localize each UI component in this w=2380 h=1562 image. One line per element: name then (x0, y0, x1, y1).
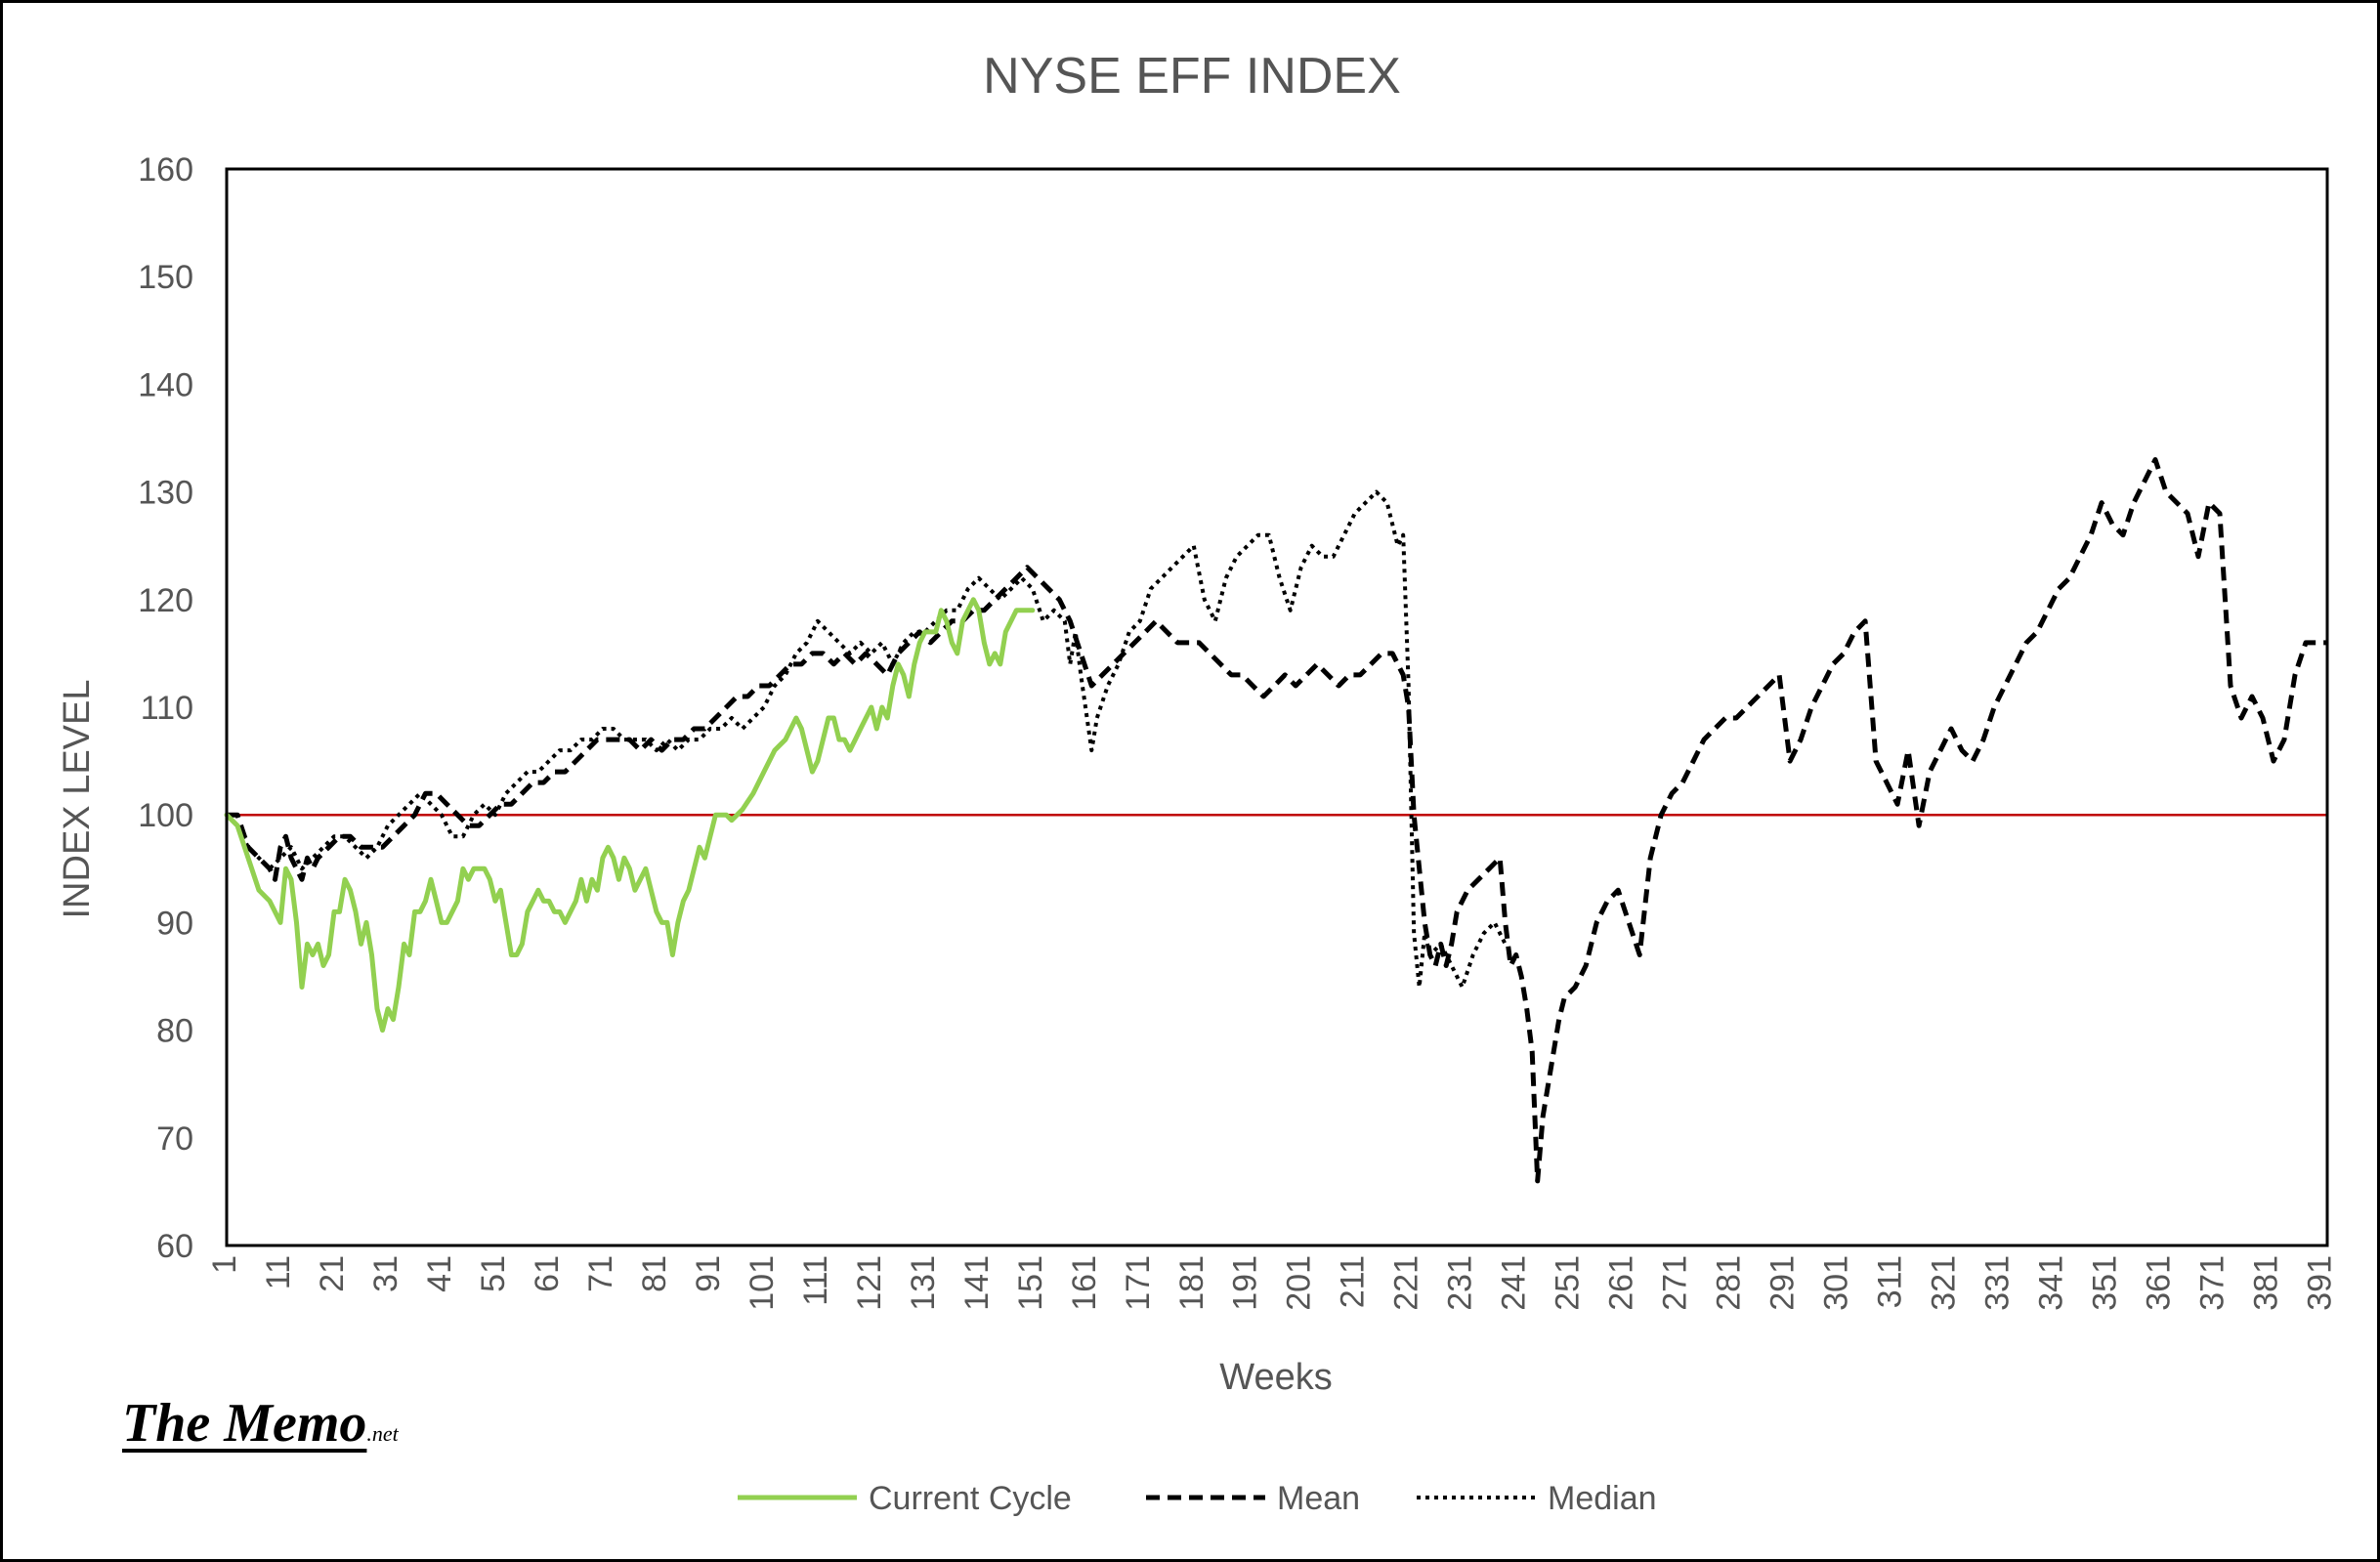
y-tick-label: 100 (138, 797, 193, 834)
x-tick-label: 71 (582, 1255, 619, 1292)
x-tick-label: 31 (367, 1255, 404, 1292)
x-tick-label: 111 (797, 1255, 834, 1306)
x-tick-label: 241 (1496, 1255, 1533, 1311)
y-tick-label: 90 (156, 905, 193, 942)
x-tick-label: 361 (2141, 1255, 2178, 1311)
y-tick-label: 60 (156, 1228, 193, 1265)
legend-label: Mean (1277, 1480, 1360, 1517)
brand-name: The Memo (122, 1393, 367, 1454)
y-axis-title: INDEX LEVEL (57, 680, 98, 919)
x-tick-label: 131 (905, 1255, 942, 1311)
series-line-mean (227, 457, 2327, 1184)
legend-label: Current Cycle (869, 1480, 1072, 1517)
chart: NYSE EFF INDEX 6070809010011012013014015… (57, 48, 2339, 1517)
x-axis: 1 11 21 31 41 51 61 71 81 91 101 111 121 131 141 151 161… (206, 1255, 2339, 1311)
legend-label: Median (1548, 1480, 1657, 1517)
x-axis-title: Weeks (1219, 1357, 1332, 1398)
legend: Current Cycle Mean Median (738, 1480, 1657, 1517)
x-tick-label: 341 (2033, 1255, 2070, 1311)
x-tick-label: 151 (1012, 1255, 1049, 1311)
x-tick-label: 301 (1818, 1255, 1855, 1311)
x-tick-label: 1 (206, 1255, 243, 1274)
x-tick-label: 161 (1066, 1255, 1103, 1311)
y-tick-label: 160 (138, 151, 193, 189)
x-tick-label: 381 (2247, 1255, 2284, 1311)
x-tick-label: 171 (1120, 1255, 1157, 1311)
x-tick-label: 41 (421, 1255, 458, 1292)
y-tick-label: 140 (138, 366, 193, 403)
y-tick-label: 130 (138, 475, 193, 512)
brand-suffix: .net (366, 1421, 399, 1446)
x-tick-label: 141 (958, 1255, 996, 1311)
x-tick-label: 261 (1603, 1255, 1640, 1311)
x-tick-label: 121 (851, 1255, 888, 1311)
x-tick-label: 351 (2087, 1255, 2124, 1311)
x-tick-label: 311 (1872, 1255, 1909, 1308)
x-tick-label: 201 (1281, 1255, 1318, 1311)
plot-area (225, 167, 2329, 1247)
x-tick-label: 181 (1173, 1255, 1211, 1311)
y-tick-label: 80 (156, 1013, 193, 1050)
y-tick-label: 150 (138, 259, 193, 296)
x-tick-label: 321 (1926, 1255, 1963, 1311)
chart-title: NYSE EFF INDEX (983, 48, 1401, 105)
x-tick-label: 211 (1335, 1255, 1372, 1308)
x-tick-label: 271 (1657, 1255, 1694, 1311)
x-tick-label: 231 (1442, 1255, 1479, 1311)
x-tick-label: 61 (529, 1255, 566, 1292)
y-axis: 60 70 80 90 100 110 120 130 140 150 160 (138, 151, 193, 1265)
y-tick-label: 120 (138, 582, 193, 619)
x-tick-label: 81 (636, 1255, 673, 1292)
brand-logo: The Memo.net (122, 1392, 399, 1455)
x-tick-label: 281 (1711, 1255, 1748, 1311)
x-tick-label: 51 (475, 1255, 512, 1292)
x-tick-label: 191 (1227, 1255, 1264, 1311)
x-tick-label: 331 (1979, 1255, 2017, 1311)
x-tick-label: 371 (2194, 1255, 2231, 1311)
x-tick-label: 91 (690, 1255, 727, 1292)
x-tick-label: 221 (1388, 1255, 1425, 1311)
series-line-current-cycle (224, 597, 1036, 1034)
x-tick-label: 251 (1550, 1255, 1587, 1311)
x-tick-label: 11 (260, 1255, 297, 1289)
x-tick-label: 101 (744, 1255, 781, 1311)
x-tick-label: 291 (1764, 1255, 1802, 1311)
series-layer (224, 457, 2327, 1184)
y-tick-label: 110 (141, 690, 193, 727)
x-tick-label: 21 (314, 1255, 351, 1292)
y-tick-label: 70 (156, 1120, 193, 1158)
x-tick-label: 391 (2301, 1255, 2338, 1311)
